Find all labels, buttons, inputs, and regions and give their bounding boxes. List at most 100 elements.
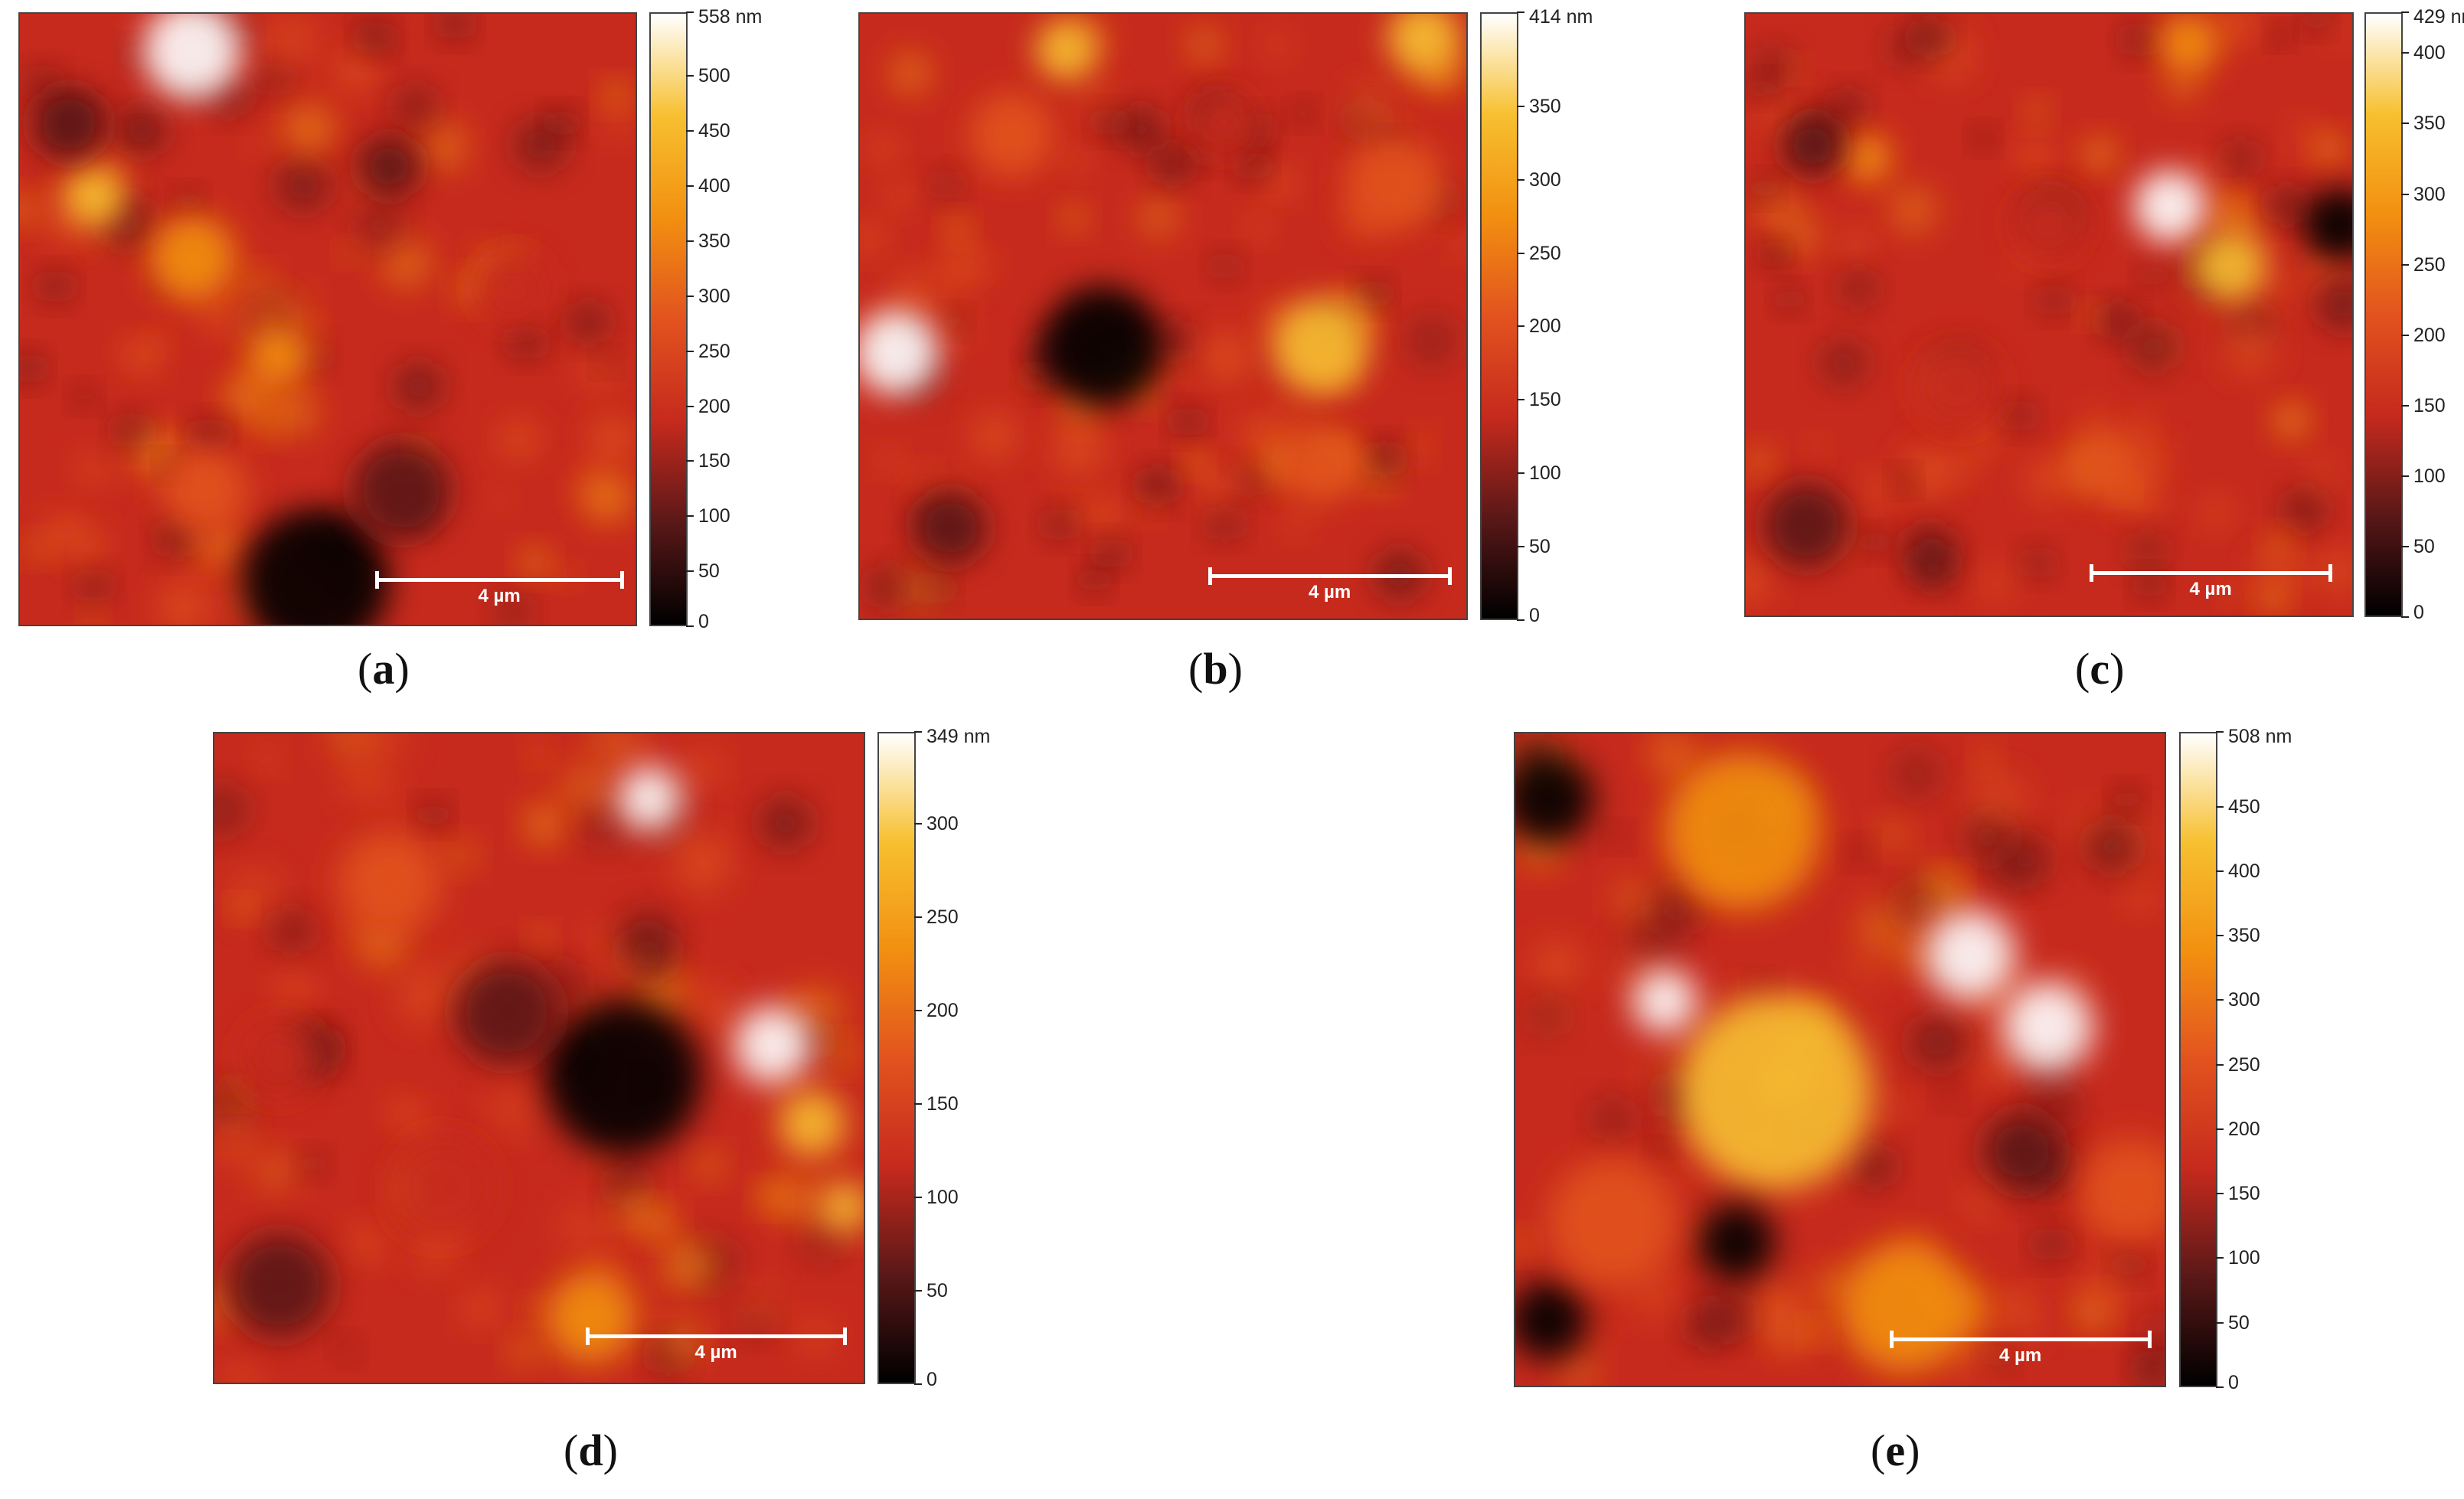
surface-grain — [270, 908, 314, 952]
surface-grain — [2000, 834, 2051, 885]
panel-letter: a — [372, 644, 395, 694]
surface-grain — [25, 536, 51, 562]
surface-grain — [777, 1181, 819, 1223]
colorbar-tick-label: 300 — [1529, 168, 1561, 191]
surface-grain — [1086, 495, 1123, 533]
surface-grain — [1451, 234, 1466, 257]
surface-grain — [1515, 1231, 1531, 1258]
surface-grain — [72, 385, 96, 409]
height-colorbar — [2179, 732, 2217, 1387]
panel-label: (b) — [1188, 644, 1243, 694]
surface-grain — [67, 525, 107, 566]
surface-grain — [273, 972, 314, 1013]
colorbar-tick — [2216, 999, 2224, 1001]
colorbar-tick-label: 100 — [698, 505, 730, 527]
colorbar-tick-label: 350 — [2228, 925, 2260, 947]
surface-grain — [257, 61, 292, 96]
surface-valley — [1515, 753, 1593, 844]
height-colorbar — [877, 732, 916, 1384]
surface-grain — [1366, 442, 1401, 477]
afm-topography-svg — [860, 14, 1466, 619]
surface-peak — [860, 310, 939, 395]
surface-grain — [334, 1337, 359, 1362]
surface-grain — [1932, 871, 1963, 903]
colorbar-tick — [914, 1289, 922, 1292]
surface-grain — [2038, 285, 2070, 316]
surface-valley — [1763, 483, 1849, 568]
colorbar-tick — [1517, 325, 1524, 328]
surface-grain — [688, 984, 734, 1030]
colorbar-tick-label: 400 — [2228, 860, 2260, 882]
surface-peak — [142, 14, 242, 100]
surface-valley — [1193, 92, 1254, 153]
colorbar-tick-label: 450 — [2228, 795, 2260, 818]
surface-grain — [273, 390, 319, 436]
colorbar-tick — [1517, 252, 1524, 254]
surface-grain — [2087, 821, 2138, 872]
surface-grain — [116, 104, 168, 156]
height-colorbar — [649, 12, 688, 626]
surface-valley — [32, 87, 106, 161]
surface-grain — [1061, 146, 1091, 177]
surface-grain — [1861, 530, 1887, 556]
surface-grain — [1211, 252, 1240, 281]
surface-grain — [1708, 1293, 1754, 1338]
surface-grain — [1345, 84, 1397, 136]
surface-grain — [2221, 139, 2259, 176]
surface-grain — [1534, 939, 1583, 988]
surface-grain — [557, 1203, 608, 1253]
surface-peak — [1665, 753, 1821, 910]
surface-valley — [1782, 116, 1843, 177]
surface-peak — [2080, 1138, 2165, 1243]
surface-grain — [1638, 1057, 1668, 1089]
surface-valley — [914, 492, 988, 564]
surface-grain — [1136, 194, 1181, 240]
colorbar-tick-label: 200 — [926, 999, 959, 1021]
colorbar-tick — [1517, 105, 1524, 107]
surface-grain — [1805, 1321, 1828, 1344]
surface-grain — [508, 1335, 538, 1366]
scale-bar — [586, 1328, 847, 1345]
colorbar-tick — [1517, 178, 1524, 181]
scale-bar-label: 4 µm — [1999, 1345, 2042, 1366]
surface-grain — [519, 547, 551, 578]
surface-grain — [2099, 302, 2137, 340]
surface-grain — [2002, 400, 2034, 432]
surface-grain — [1841, 228, 1870, 256]
surface-grain — [522, 1298, 543, 1319]
colorbar-tick — [914, 1383, 922, 1385]
surface-grain — [887, 51, 933, 96]
colorbar-tick-label: 100 — [2413, 465, 2446, 487]
scale-bar — [375, 571, 624, 589]
surface-grain — [2021, 547, 2054, 579]
surface-peak — [734, 1006, 812, 1084]
surface-grain — [2113, 786, 2139, 813]
surface-grain — [673, 833, 731, 891]
colorbar-tick-label: 349 nm — [926, 726, 991, 747]
afm-height-map — [858, 12, 1468, 620]
surface-grain — [1910, 545, 1956, 590]
surface-grain — [1263, 167, 1297, 201]
surface-grain — [1238, 151, 1267, 181]
surface-grain — [74, 450, 113, 488]
surface-grain — [2215, 14, 2258, 44]
afm-topography-svg — [1515, 733, 2165, 1386]
surface-grain — [2267, 185, 2306, 224]
surface-grain — [1207, 506, 1242, 541]
colorbar-tick — [686, 405, 694, 407]
surface-grain — [1972, 127, 1995, 149]
surface-grain — [417, 120, 469, 172]
surface-grain — [298, 318, 323, 344]
surface-grain — [907, 466, 935, 493]
panel-letter: e — [1885, 1426, 1906, 1475]
surface-grain — [2129, 413, 2156, 440]
colorbar-tick-label: 250 — [926, 906, 959, 928]
colorbar-tick-label: 400 — [2413, 42, 2446, 64]
colorbar-tick-label: 200 — [698, 395, 730, 417]
surface-peak — [63, 166, 125, 228]
colorbar-tick — [686, 185, 694, 188]
surface-grain — [1937, 1083, 1961, 1106]
surface-grain — [868, 132, 900, 165]
surface-peak — [818, 1181, 864, 1233]
surface-grain — [282, 102, 336, 156]
